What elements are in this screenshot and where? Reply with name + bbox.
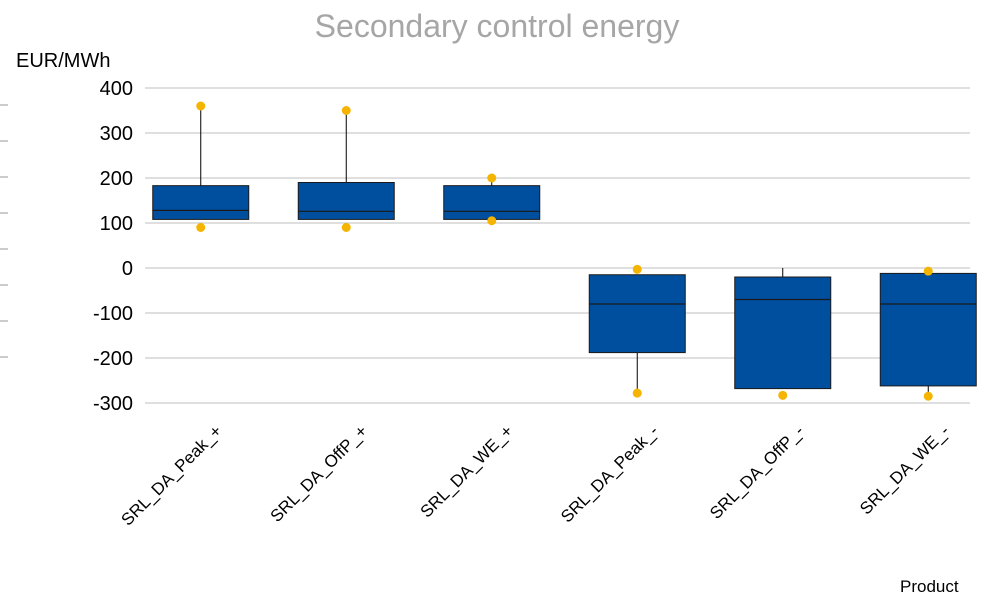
category-label: SRL_DA_OffP_+ [267,421,371,525]
y-tick-label: 400 [100,78,133,100]
category-label: SRL_DA_WE_+ [417,421,517,521]
outlier-point [341,106,351,115]
category-label: SRL_DA_Peak_+ [118,421,226,529]
y-axis-label: EUR/MWh [16,50,111,72]
outlier-point [632,388,642,398]
box [734,276,832,390]
box-group [297,106,395,232]
box-group [734,268,832,400]
category-labels: SRL_DA_Peak_+ SRL_DA_OffP_+ SRL_DA_WE_+ SRL… [118,421,953,529]
box [152,185,250,220]
y-tick-label: 200 [100,168,133,190]
y-tick-label: 0 [122,258,133,280]
box-group [152,101,250,232]
category-label: SRL_DA_OffP_- [706,421,807,522]
box [297,182,395,220]
chart-title: Secondary control energy [314,8,680,44]
category-label: SRL_DA_Peak_- [557,421,662,526]
outlier-point [487,216,497,226]
outlier-point [778,390,788,400]
y-tick-label: 100 [100,213,133,235]
y-tick-label: 300 [100,123,133,145]
y-tick-label: -300 [93,393,133,415]
grid-lines [145,87,970,404]
outlier-point [923,266,933,276]
outlier-point [923,391,933,401]
box [879,272,977,387]
y-tick-labels: 400 300 200 100 0 -100 -200 -300 [93,78,133,415]
box-group [879,266,977,401]
outlier-point [196,101,206,111]
y-tick-label: -100 [93,303,133,325]
outlier-point [632,264,642,274]
left-tick-marks [0,104,8,358]
x-axis-label: Product [900,577,959,596]
y-tick-label: -200 [93,348,133,370]
box-group [443,173,541,226]
box [588,274,686,354]
box [443,185,541,220]
outlier-point [196,223,206,232]
category-label: SRL_DA_WE_- [856,421,953,518]
outlier-point [341,223,351,232]
outlier-point [487,173,497,183]
boxes [152,101,977,401]
box-group [588,264,686,398]
